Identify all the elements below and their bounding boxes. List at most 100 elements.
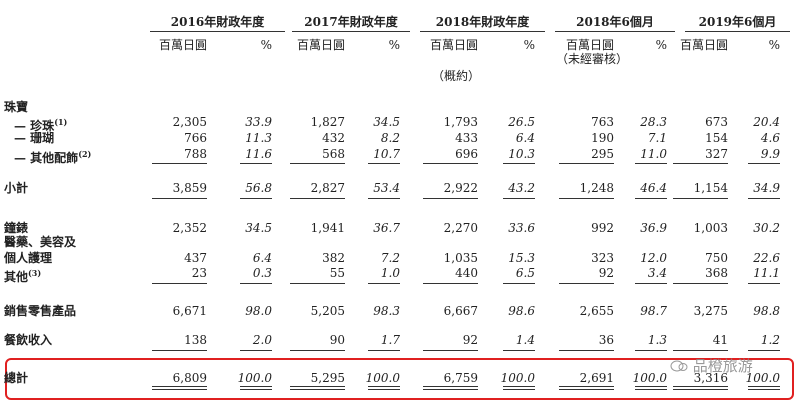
rule xyxy=(368,198,400,199)
amount-cell: 368 xyxy=(705,266,728,280)
amount-cell: 437 xyxy=(184,251,207,265)
percent-cell: 1.0 xyxy=(380,266,400,280)
rule xyxy=(240,386,272,387)
rule xyxy=(368,350,400,351)
percent-cell: 100.0 xyxy=(632,371,667,385)
rule xyxy=(555,31,675,32)
rule xyxy=(635,350,667,351)
row-label: 鐘錶 xyxy=(4,221,28,235)
rule xyxy=(240,163,272,164)
percent-header: % xyxy=(523,38,535,52)
amount-cell: 1,154 xyxy=(693,181,728,195)
amount-cell: 6,759 xyxy=(443,371,478,385)
rule xyxy=(748,350,780,351)
rule xyxy=(635,163,667,164)
amount-cell: 5,205 xyxy=(310,304,345,318)
percent-cell: 4.6 xyxy=(760,131,780,145)
amount-cell: 3,275 xyxy=(693,304,728,318)
rule xyxy=(635,283,667,284)
rule xyxy=(559,386,614,387)
amount-cell: 750 xyxy=(705,251,728,265)
percent-cell: 11.3 xyxy=(245,131,272,145)
amount-cell: 323 xyxy=(591,251,614,265)
percent-cell: 15.3 xyxy=(508,251,535,265)
percent-cell: 30.2 xyxy=(753,221,780,235)
amount-cell: 763 xyxy=(591,115,614,129)
rule xyxy=(420,31,545,32)
rule xyxy=(685,31,790,32)
amount-cell: 92 xyxy=(462,333,478,347)
watermark-icon xyxy=(670,360,688,372)
percent-cell: 10.7 xyxy=(373,147,400,161)
rule xyxy=(748,163,780,164)
amount-cell: 5,295 xyxy=(310,371,345,385)
row-label: 小計 xyxy=(4,181,28,195)
percent-cell: 100.0 xyxy=(365,371,400,385)
amount-cell: 568 xyxy=(322,147,345,161)
amount-cell: 3,859 xyxy=(172,181,207,195)
amount-cell: 992 xyxy=(591,221,614,235)
percent-cell: 7.1 xyxy=(647,131,667,145)
amount-cell: 190 xyxy=(591,131,614,145)
rule xyxy=(503,386,535,387)
percent-cell: 26.5 xyxy=(508,115,535,129)
amount-cell: 1,003 xyxy=(693,221,728,235)
amount-cell: 440 xyxy=(455,266,478,280)
percent-cell: 1.7 xyxy=(380,333,400,347)
period-note: （概約） xyxy=(431,69,481,83)
row-label: — 珍珠(1) xyxy=(14,115,67,133)
rule xyxy=(673,350,728,351)
percent-header: % xyxy=(388,38,400,52)
row-label-text: 其他 xyxy=(4,270,29,284)
row-label-text: 小計 xyxy=(4,181,29,195)
percent-cell: 1.4 xyxy=(515,333,535,347)
amount-cell: 2,270 xyxy=(443,221,478,235)
rule xyxy=(290,389,345,390)
rule xyxy=(673,389,728,390)
rule xyxy=(152,386,207,387)
percent-cell: 6.4 xyxy=(252,251,272,265)
rule xyxy=(748,198,780,199)
footnote-ref: (1) xyxy=(54,117,68,127)
percent-cell: 6.5 xyxy=(515,266,535,280)
amount-cell: 1,827 xyxy=(310,115,345,129)
percent-header: % xyxy=(768,38,780,52)
amount-cell: 3,316 xyxy=(693,371,728,385)
percent-cell: 28.3 xyxy=(640,115,667,129)
rule xyxy=(423,198,478,199)
row-label: 其他(3) xyxy=(4,266,41,284)
period-title: 2016年財政年度 xyxy=(170,15,265,29)
watermark: 品橙旅游 xyxy=(670,355,753,376)
percent-cell: 0.3 xyxy=(252,266,272,280)
amount-header: 百萬日圓 xyxy=(565,38,614,52)
rule xyxy=(673,386,728,387)
rule xyxy=(423,386,478,387)
rule xyxy=(368,163,400,164)
percent-cell: 33.9 xyxy=(245,115,272,129)
amount-cell: 1,793 xyxy=(443,115,478,129)
amount-cell: 1,035 xyxy=(443,251,478,265)
percent-cell: 36.7 xyxy=(373,221,400,235)
row-label: 珠寶 xyxy=(4,100,28,114)
rule xyxy=(635,198,667,199)
amount-cell: 2,691 xyxy=(579,371,614,385)
amount-cell: 36 xyxy=(598,333,614,347)
amount-cell: 673 xyxy=(705,115,728,129)
percent-cell: 100.0 xyxy=(745,371,780,385)
amount-cell: 2,352 xyxy=(172,221,207,235)
row-label: 餐飲收入 xyxy=(4,333,52,347)
rule xyxy=(673,163,728,164)
rule xyxy=(673,198,728,199)
rule xyxy=(240,350,272,351)
percent-cell: 33.6 xyxy=(508,221,535,235)
row-label-text: 餐飲收入 xyxy=(4,333,53,347)
rule xyxy=(748,283,780,284)
percent-cell: 56.8 xyxy=(245,181,272,195)
row-label-text: — 珍珠 xyxy=(14,119,55,133)
amount-cell: 55 xyxy=(329,266,345,280)
amount-cell: 432 xyxy=(322,131,345,145)
percent-cell: 98.7 xyxy=(640,304,667,318)
percent-cell: 34.9 xyxy=(753,181,780,195)
amount-header: 百萬日圓 xyxy=(429,38,478,52)
